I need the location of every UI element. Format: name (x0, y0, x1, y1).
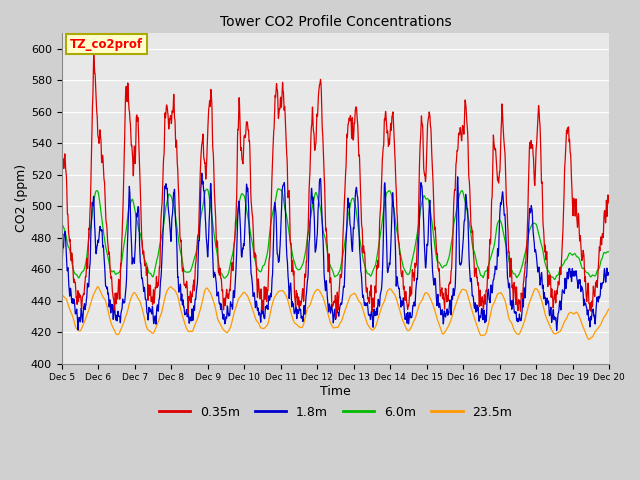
Line: 6.0m: 6.0m (61, 189, 609, 279)
Legend: 0.35m, 1.8m, 6.0m, 23.5m: 0.35m, 1.8m, 6.0m, 23.5m (154, 401, 517, 424)
0.35m (58, 174, 65, 180)
Line: 1.8m: 1.8m (61, 173, 609, 330)
1.8m (211, 270, 219, 276)
0.35m (399, 268, 406, 274)
1.8m (605, 271, 613, 276)
0.35m (389, 109, 397, 115)
6.0m (605, 249, 613, 255)
1.8m (605, 270, 613, 276)
23.5m (389, 289, 397, 295)
23.5m (554, 330, 561, 336)
1.8m (389, 192, 397, 198)
0.35m (332, 315, 340, 321)
6.0m (175, 240, 183, 246)
23.5m (94, 284, 102, 289)
23.5m (211, 302, 219, 308)
6.0m (605, 249, 613, 255)
0.35m (554, 286, 561, 291)
6.0m (211, 235, 218, 241)
6.0m (58, 222, 65, 228)
6.0m (275, 186, 282, 192)
Y-axis label: CO2 (ppm): CO2 (ppm) (15, 164, 28, 232)
23.5m (585, 336, 593, 342)
X-axis label: Time: Time (320, 385, 351, 398)
1.8m (175, 289, 183, 295)
0.35m (605, 200, 613, 205)
1.8m (553, 327, 561, 333)
23.5m (58, 292, 65, 298)
0.35m (605, 200, 613, 206)
1.8m (198, 170, 205, 176)
6.0m (551, 276, 559, 282)
0.35m (90, 52, 97, 58)
23.5m (605, 306, 613, 312)
23.5m (605, 306, 613, 312)
23.5m (175, 300, 183, 305)
6.0m (399, 261, 406, 267)
6.0m (389, 200, 397, 205)
1.8m (554, 317, 561, 323)
6.0m (554, 273, 561, 278)
Line: 23.5m: 23.5m (61, 287, 609, 339)
0.35m (211, 196, 219, 202)
Line: 0.35m: 0.35m (61, 55, 609, 318)
Text: TZ_co2prof: TZ_co2prof (70, 38, 143, 51)
23.5m (399, 317, 406, 323)
Title: Tower CO2 Profile Concentrations: Tower CO2 Profile Concentrations (220, 15, 451, 29)
0.35m (175, 206, 183, 212)
1.8m (399, 302, 406, 308)
1.8m (58, 266, 65, 272)
